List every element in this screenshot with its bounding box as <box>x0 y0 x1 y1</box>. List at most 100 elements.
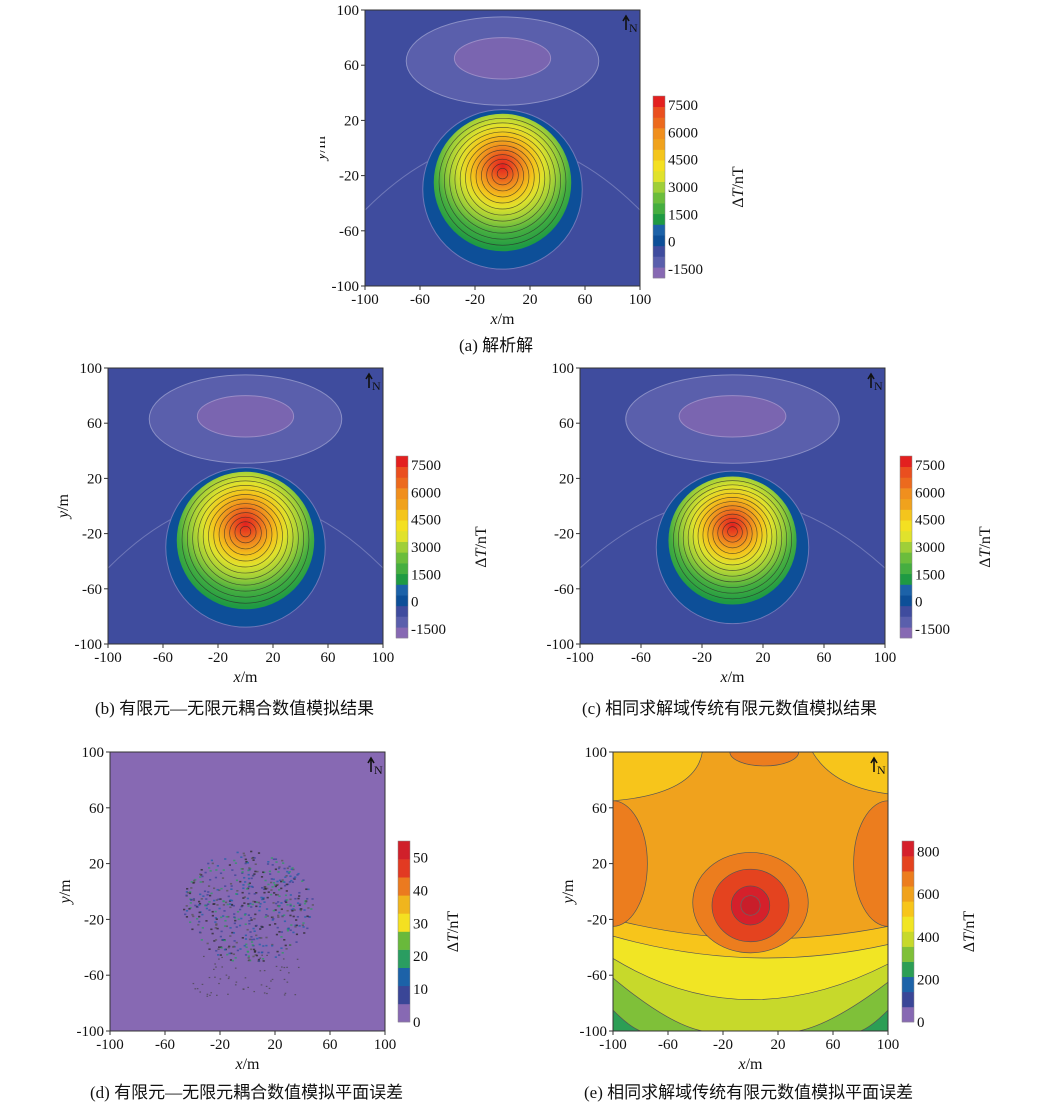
x-tick-label: 20 <box>771 1037 786 1053</box>
colorbar-segment <box>653 213 665 225</box>
error-point <box>221 956 223 959</box>
error-point <box>288 865 291 868</box>
x-tick-label: -20 <box>210 1037 230 1053</box>
colorbar-segment <box>902 946 914 962</box>
x-tick-label: -100 <box>599 1037 627 1053</box>
error-point <box>269 873 272 875</box>
contour-plot-c: N-100-60-2020601001006020-20-60-100x/my/… <box>527 361 994 686</box>
error-point <box>265 914 268 916</box>
error-point <box>288 871 291 873</box>
error-point <box>230 885 233 887</box>
y-tick-label: -20 <box>84 912 104 928</box>
error-point <box>253 990 256 993</box>
colorbar-segment <box>900 520 912 532</box>
error-point <box>190 898 193 901</box>
error-point <box>260 951 263 954</box>
error-point <box>186 887 189 890</box>
error-point <box>191 913 194 916</box>
error-point <box>252 955 255 958</box>
colorbar-tick-label: 50 <box>413 850 428 866</box>
error-point <box>281 951 284 954</box>
error-point <box>227 993 229 995</box>
error-point <box>228 903 232 905</box>
x-tick-label: -100 <box>351 292 379 308</box>
error-point <box>227 946 230 949</box>
error-point <box>253 938 256 941</box>
error-point <box>200 868 203 871</box>
y-axis-label: y/m <box>320 135 329 162</box>
error-point <box>220 930 223 933</box>
error-point <box>278 911 281 914</box>
error-point <box>259 970 262 972</box>
error-point <box>239 908 242 911</box>
error-point <box>267 883 270 886</box>
error-point <box>234 862 238 864</box>
error-point <box>285 948 288 950</box>
error-point <box>243 914 247 916</box>
plot-frame <box>364 9 641 287</box>
error-band <box>811 752 888 795</box>
error-point <box>243 854 246 857</box>
error-point <box>200 939 203 941</box>
error-point <box>226 903 229 906</box>
error-point <box>215 918 218 920</box>
error-point <box>259 902 262 905</box>
colorbar-tick-label: 3000 <box>915 540 945 556</box>
error-point <box>247 873 250 876</box>
error-point <box>225 974 228 976</box>
error-point <box>246 951 250 953</box>
error-point <box>295 924 298 927</box>
error-point <box>209 994 211 996</box>
error-point <box>254 950 257 952</box>
contour-plot-d: N-100 -60 -20 20 60 1001006020-20-60-100x/my/… <box>57 745 462 1073</box>
colorbar-segment <box>396 552 408 564</box>
colorbar-tick-label: 7500 <box>411 458 441 474</box>
error-point <box>255 924 258 927</box>
error-point <box>235 879 239 882</box>
error-point <box>216 904 219 906</box>
error-point <box>270 889 273 891</box>
colorbar-tick-label: 400 <box>917 930 940 946</box>
error-point <box>280 902 283 904</box>
error-point <box>225 916 228 918</box>
error-point <box>207 903 210 906</box>
error-point <box>243 944 246 947</box>
colorbar-segment <box>653 224 665 236</box>
error-point <box>259 928 262 930</box>
positive-anomaly <box>176 471 315 610</box>
error-point <box>292 877 296 880</box>
error-point <box>201 983 204 985</box>
colorbar-label: ΔT/nT <box>473 526 490 568</box>
error-point <box>289 944 292 946</box>
y-tick-label: -60 <box>84 968 104 984</box>
error-point <box>272 878 275 881</box>
y-tick-label: -60 <box>554 582 574 598</box>
colorbar-segment <box>900 605 912 617</box>
error-point <box>215 924 218 926</box>
error-point <box>229 899 232 901</box>
colorbar-segment <box>396 466 408 478</box>
error-point <box>293 909 296 911</box>
colorbar-segment <box>396 477 408 489</box>
colorbar-segment <box>902 841 914 857</box>
error-point <box>216 994 218 996</box>
error-point <box>250 941 254 943</box>
error-point <box>254 863 257 866</box>
error-point <box>283 867 286 870</box>
error-point <box>222 869 225 871</box>
error-point <box>283 966 286 969</box>
error-point <box>243 902 246 904</box>
error-point <box>183 908 186 911</box>
error-point <box>292 915 295 918</box>
error-point <box>206 993 209 995</box>
error-point <box>231 869 234 871</box>
error-point <box>275 902 278 905</box>
error-point <box>198 915 201 918</box>
error-point <box>266 863 270 865</box>
y-tick-label: -100 <box>580 1024 608 1040</box>
error-point <box>287 927 290 930</box>
y-tick-label: -100 <box>547 637 575 653</box>
error-point <box>310 908 313 910</box>
error-point <box>220 946 223 949</box>
error-point <box>262 888 266 891</box>
